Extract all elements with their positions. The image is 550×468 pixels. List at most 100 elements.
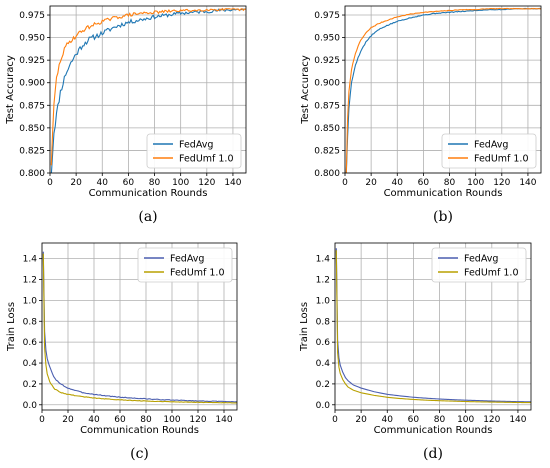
- y-tick-label: 0.925: [314, 56, 340, 66]
- y-tick-label: 0.875: [314, 101, 340, 111]
- legend-box: [146, 133, 242, 169]
- series-line-1: [335, 248, 531, 403]
- y-tick-label: 0.825: [314, 146, 340, 156]
- x-tick-label: 80: [434, 415, 446, 425]
- y-tick-label: 1.4: [316, 255, 331, 265]
- legend: FedAvg FedUmf 1.0: [431, 247, 527, 283]
- chart-panel-2: 0 20 40 60 80 100 120 140 0.800 0.825 0.850 0.875 0.…: [300, 5, 542, 225]
- x-tick-label: 0: [39, 415, 45, 425]
- y-tick-label: 0.6: [23, 338, 38, 348]
- legend-label: FedUmf 1.0: [474, 154, 529, 165]
- x-tick-label: 20: [365, 178, 377, 188]
- x-tick-label: 60: [418, 178, 430, 188]
- x-tick-label: 100: [467, 178, 484, 188]
- legend: FedAvg FedUmf 1.0: [441, 133, 537, 169]
- x-tick-label: 140: [519, 178, 536, 188]
- y-tick-label: 0.975: [314, 11, 340, 21]
- y-tick-label: 0.925: [19, 56, 45, 66]
- y-tick-label: 0.950: [19, 34, 45, 44]
- y-tick-label: 0.0: [316, 401, 331, 411]
- y-tick-label: 0.975: [19, 11, 45, 21]
- y-tick-label: 0.2: [316, 380, 330, 390]
- y-axis-label: Train Loss: [299, 302, 310, 352]
- x-tick-label: 120: [493, 178, 510, 188]
- x-tick-label: 100: [163, 415, 180, 425]
- y-tick-label: 0.2: [23, 380, 37, 390]
- y-axis-label: Test Accuracy: [300, 55, 311, 125]
- x-tick-label: 40: [97, 178, 109, 188]
- x-tick-label: 40: [392, 178, 404, 188]
- legend-label: FedAvg: [179, 140, 213, 151]
- legend-box: [441, 133, 537, 169]
- y-tick-label: 1.2: [23, 276, 37, 286]
- x-tick-label: 140: [215, 415, 232, 425]
- legend-label: FedAvg: [464, 254, 498, 265]
- y-tick-label: 1.4: [23, 255, 38, 265]
- y-tick-label: 0.825: [19, 146, 45, 156]
- x-tick-label: 0: [342, 178, 348, 188]
- y-axis-label: Test Accuracy: [5, 55, 16, 125]
- y-tick-label: 0.8: [23, 317, 38, 327]
- y-tick-label: 0.8: [316, 317, 331, 327]
- panel-label: (c): [130, 446, 149, 462]
- legend-box: [137, 247, 233, 283]
- x-tick-label: 20: [70, 178, 82, 188]
- y-tick-label: 0.875: [19, 101, 45, 111]
- y-tick-label: 0.4: [23, 359, 38, 369]
- x-axis-label: Communication Rounds: [80, 425, 199, 436]
- x-axis-label: Communication Rounds: [374, 425, 493, 436]
- y-tick-label: 0.4: [316, 359, 331, 369]
- legend: FedAvg FedUmf 1.0: [137, 247, 233, 283]
- plot-frame: [41, 242, 238, 411]
- x-tick-label: 20: [62, 415, 74, 425]
- x-tick-label: 60: [123, 178, 135, 188]
- legend-label: FedUmf 1.0: [170, 268, 225, 279]
- panel-label: (d): [423, 446, 443, 462]
- chart-panel-4: 0 20 40 60 80 100 120 140 0.0 0.2 0.4 0.6 0.8 1.0 1.2 1…: [299, 242, 532, 462]
- plot-frame: [334, 242, 532, 411]
- x-tick-label: 140: [509, 415, 526, 425]
- legend: FedAvg FedUmf 1.0: [146, 133, 242, 169]
- y-tick-label: 1.2: [316, 276, 330, 286]
- series-line-2: [42, 253, 237, 404]
- x-tick-label: 0: [47, 178, 53, 188]
- x-tick-label: 100: [457, 415, 474, 425]
- x-axis-label: Communication Rounds: [89, 188, 208, 199]
- panel-label: (a): [138, 209, 157, 225]
- series-line-1: [50, 8, 246, 173]
- series-line-1: [42, 251, 237, 403]
- y-tick-label: 0.950: [314, 34, 340, 44]
- plot-frame: [49, 5, 247, 174]
- legend-label: FedAvg: [170, 254, 204, 265]
- y-tick-label: 0.0: [23, 401, 38, 411]
- x-tick-label: 60: [408, 415, 420, 425]
- x-tick-label: 80: [444, 178, 456, 188]
- x-tick-label: 0: [332, 415, 338, 425]
- y-tick-label: 0.900: [19, 79, 45, 89]
- legend-label: FedUmf 1.0: [179, 154, 234, 165]
- y-tick-label: 0.850: [314, 124, 340, 134]
- x-tick-label: 80: [140, 415, 152, 425]
- legend-label: FedUmf 1.0: [464, 268, 519, 279]
- series-line-2: [345, 7, 541, 173]
- y-axis-label: Train Loss: [6, 302, 17, 352]
- x-tick-label: 140: [224, 178, 241, 188]
- x-tick-label: 60: [114, 415, 126, 425]
- x-tick-label: 100: [172, 178, 189, 188]
- x-tick-label: 80: [149, 178, 161, 188]
- x-tick-label: 120: [198, 178, 215, 188]
- series-line-2: [335, 250, 531, 404]
- y-tick-label: 0.850: [19, 124, 45, 134]
- chart-panel-1: 0 20 40 60 80 100 120 140 0.800 0.825 0.850 0.875 0.…: [5, 5, 247, 225]
- y-tick-label: 0.800: [19, 169, 45, 179]
- y-tick-label: 0.6: [316, 338, 331, 348]
- x-tick-label: 40: [382, 415, 394, 425]
- y-tick-label: 0.900: [314, 79, 340, 89]
- panel-label: (b): [433, 209, 453, 225]
- chart-panel-3: 0 20 40 60 80 100 120 140 0.0 0.2 0.4 0.6 0.8 1.0 1.2 1…: [6, 242, 238, 462]
- plot-frame: [344, 5, 542, 174]
- x-tick-label: 40: [88, 415, 100, 425]
- x-tick-label: 20: [355, 415, 367, 425]
- y-tick-label: 1.0: [23, 296, 38, 306]
